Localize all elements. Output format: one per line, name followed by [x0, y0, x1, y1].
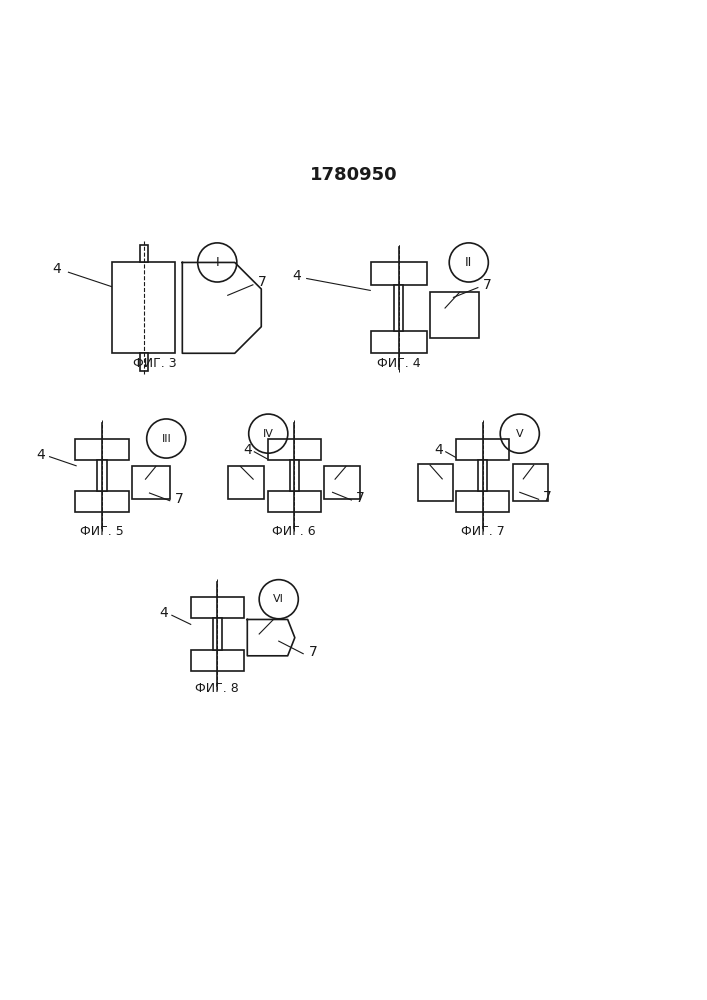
Text: 7: 7 — [484, 278, 492, 292]
Text: 7: 7 — [356, 491, 365, 505]
Bar — [267, 439, 321, 460]
Bar — [324, 466, 361, 499]
Bar — [456, 439, 509, 460]
Bar — [431, 292, 479, 338]
Bar — [76, 439, 129, 460]
Bar — [267, 491, 321, 512]
Text: 4: 4 — [52, 262, 61, 276]
Text: ФИГ. 7: ФИГ. 7 — [461, 525, 505, 538]
Text: 7: 7 — [258, 275, 267, 289]
Text: I: I — [216, 256, 219, 269]
Text: II: II — [465, 256, 472, 269]
Text: 7: 7 — [175, 492, 183, 506]
Text: VI: VI — [274, 594, 284, 604]
Bar — [98, 460, 107, 491]
Text: ФИГ. 3: ФИГ. 3 — [133, 357, 176, 370]
Bar — [290, 460, 298, 491]
Bar — [371, 262, 427, 285]
Text: ФИГ. 5: ФИГ. 5 — [80, 525, 124, 538]
Bar — [371, 331, 427, 353]
Text: 7: 7 — [544, 490, 552, 504]
Text: ФИГ. 8: ФИГ. 8 — [195, 682, 239, 695]
Text: 4: 4 — [243, 443, 252, 457]
Bar — [395, 285, 404, 331]
Text: III: III — [161, 434, 171, 444]
Text: 1780950: 1780950 — [310, 166, 397, 184]
Text: IV: IV — [263, 429, 274, 439]
Text: 4: 4 — [36, 448, 45, 462]
Bar — [191, 650, 244, 671]
Bar — [140, 245, 148, 262]
Polygon shape — [247, 619, 295, 656]
Text: 4: 4 — [292, 269, 300, 283]
Text: 4: 4 — [159, 606, 168, 620]
Bar — [513, 464, 548, 501]
Bar — [191, 597, 244, 618]
Bar — [228, 466, 264, 499]
Bar — [140, 353, 148, 371]
Text: 7: 7 — [309, 645, 318, 659]
Bar — [418, 464, 452, 501]
Text: 4: 4 — [434, 443, 443, 457]
Bar — [213, 618, 222, 650]
Bar — [112, 262, 175, 353]
Text: V: V — [516, 429, 524, 439]
Text: ФИГ. 4: ФИГ. 4 — [377, 357, 421, 370]
Text: ФИГ. 6: ФИГ. 6 — [272, 525, 316, 538]
Bar — [478, 460, 487, 491]
Bar — [76, 491, 129, 512]
Bar — [132, 466, 170, 499]
Bar — [456, 491, 509, 512]
